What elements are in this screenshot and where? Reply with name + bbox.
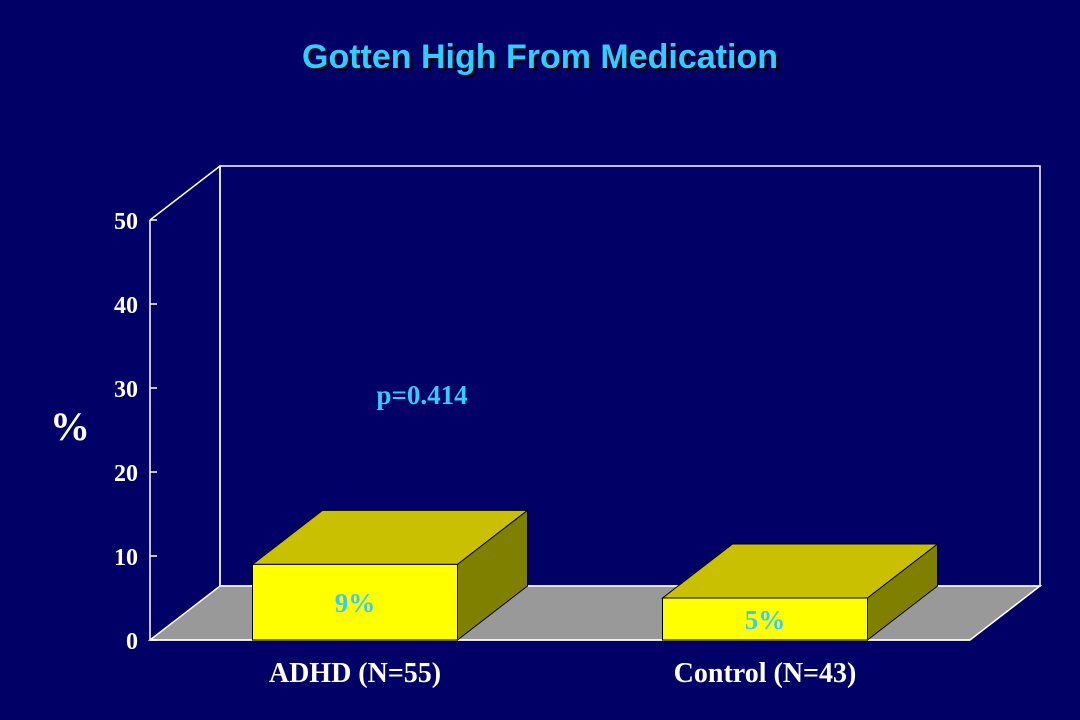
bar-front-face <box>252 563 458 641</box>
p-value-annotation: p=0.414 <box>376 380 467 410</box>
side-wall-top <box>149 165 221 221</box>
chart-title: Gotten High From Medication <box>302 38 778 76</box>
y-tick-label: 30 <box>114 377 138 403</box>
x-category-label: ADHD (N=55) <box>269 658 441 689</box>
bar-1: 5% <box>661 542 939 642</box>
bar-front-face <box>662 597 868 641</box>
y-tick-label: 40 <box>114 293 138 319</box>
y-tick-label: 20 <box>114 461 138 487</box>
y-tick-label: 50 <box>114 209 138 235</box>
bar-data-label: 5% <box>745 605 786 635</box>
y-axis-label: % <box>50 404 90 449</box>
bar-data-label: 9% <box>335 588 376 618</box>
bar-0: 9% <box>251 509 529 642</box>
y-tick-label: 10 <box>114 545 138 571</box>
y-tick-label: 0 <box>126 629 138 655</box>
x-category-label: Control (N=43) <box>674 658 857 689</box>
